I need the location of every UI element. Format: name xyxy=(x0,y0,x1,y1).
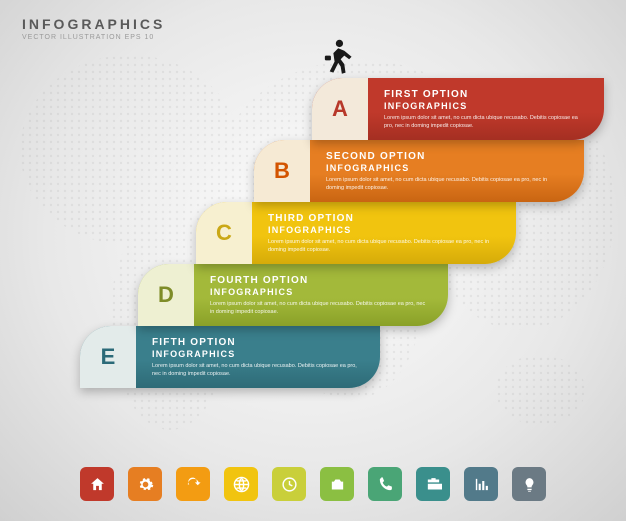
step-body: FIFTH OPTIONINFOGRAPHICS Lorem ipsum dolo… xyxy=(136,326,380,388)
step-c: C THIRD OPTIONINFOGRAPHICS Lorem ipsum dol… xyxy=(196,202,516,264)
step-lorem: Lorem ipsum dolor sit amet, no cum dicta… xyxy=(326,177,566,192)
step-letter-tab: D xyxy=(138,264,194,326)
step-subtitle: INFOGRAPHICS xyxy=(210,287,430,297)
step-title: SECOND OPTION xyxy=(326,151,566,162)
icon-row xyxy=(0,467,626,501)
step-body: FOURTH OPTIONINFOGRAPHICS Lorem ipsum dol… xyxy=(194,264,448,326)
step-body: THIRD OPTIONINFOGRAPHICS Lorem ipsum dolo… xyxy=(252,202,516,264)
step-body: FIRST OPTIONINFOGRAPHICS Lorem ipsum dolo… xyxy=(368,78,604,140)
walking-person-icon xyxy=(320,38,354,78)
step-body: SECOND OPTIONINFOGRAPHICS Lorem ipsum dol… xyxy=(310,140,584,202)
step-title: THIRD OPTION xyxy=(268,213,498,224)
step-lorem: Lorem ipsum dolor sit amet, no cum dicta… xyxy=(152,363,362,378)
step-lorem: Lorem ipsum dolor sit amet, no cum dicta… xyxy=(210,301,430,316)
page-title: INFOGRAPHICS xyxy=(22,16,165,32)
step-title: FIFTH OPTION xyxy=(152,337,362,348)
step-subtitle: INFOGRAPHICS xyxy=(268,225,498,235)
step-letter-tab: A xyxy=(312,78,368,140)
briefcase-icon xyxy=(416,467,450,501)
camera-icon xyxy=(320,467,354,501)
globe-icon xyxy=(224,467,258,501)
phone-icon xyxy=(368,467,402,501)
step-subtitle: INFOGRAPHICS xyxy=(384,101,586,111)
header: INFOGRAPHICS VECTOR ILLUSTRATION EPS 10 xyxy=(22,16,165,41)
step-title: FOURTH OPTION xyxy=(210,275,430,286)
staircase-steps: EFIFTH OPTIONINFOGRAPHICSLorem ipsum dol… xyxy=(0,78,626,438)
step-letter-tab: C xyxy=(196,202,252,264)
page-subtitle: VECTOR ILLUSTRATION EPS 10 xyxy=(22,34,165,41)
step-lorem: Lorem ipsum dolor sit amet, no cum dicta… xyxy=(384,115,586,130)
step-b: B SECOND OPTIONINFOGRAPHICS Lorem ipsum do… xyxy=(254,140,584,202)
chart-icon xyxy=(464,467,498,501)
step-a: A FIRST OPTIONINFOGRAPHICS Lorem ipsum dol… xyxy=(312,78,604,140)
step-e: E FIFTH OPTIONINFOGRAPHICS Lorem ipsum dol… xyxy=(80,326,380,388)
bulb-icon xyxy=(512,467,546,501)
step-title: FIRST OPTION xyxy=(384,89,586,100)
step-lorem: Lorem ipsum dolor sit amet, no cum dicta… xyxy=(268,239,498,254)
clock-icon xyxy=(272,467,306,501)
infographic-canvas: INFOGRAPHICS VECTOR ILLUSTRATION EPS 10 … xyxy=(0,0,626,521)
refresh-icon xyxy=(176,467,210,501)
gear-icon xyxy=(128,467,162,501)
step-letter-tab: E xyxy=(80,326,136,388)
step-letter-tab: B xyxy=(254,140,310,202)
step-d: D FOURTH OPTIONINFOGRAPHICS Lorem ipsum do… xyxy=(138,264,448,326)
step-subtitle: INFOGRAPHICS xyxy=(326,163,566,173)
home-icon xyxy=(80,467,114,501)
step-subtitle: INFOGRAPHICS xyxy=(152,349,362,359)
